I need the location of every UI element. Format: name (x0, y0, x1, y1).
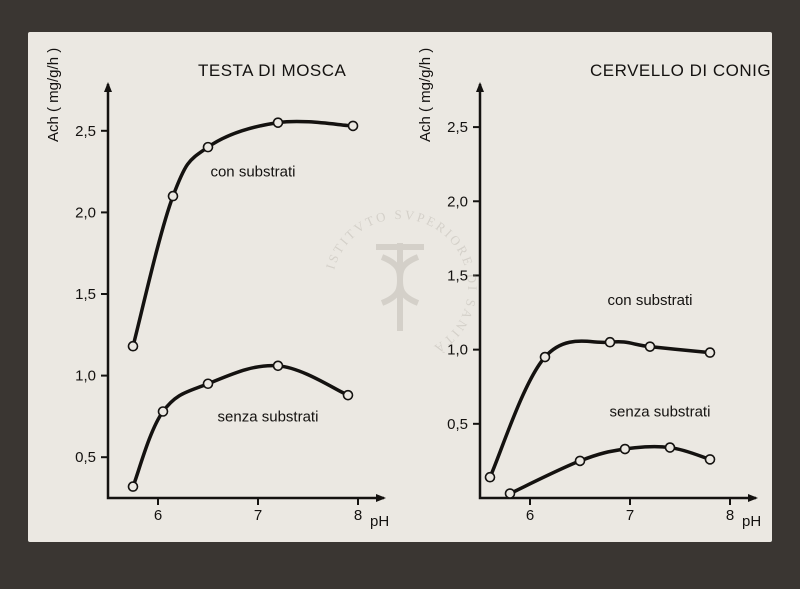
series-curve (133, 121, 353, 346)
data-marker (506, 489, 515, 498)
chart-title: TESTA DI MOSCA (198, 61, 347, 80)
chart-mosca: 6 7 8 0,5 1,0 1,5 2,0 2,5 TESTA DI MOSCA Ach ( mg… (28, 32, 400, 542)
chart-coniglio: 6 7 8 0,5 1,0 1,5 2,0 2,5 CERVELLO DI CONIGLIO Ac… (400, 32, 772, 542)
chart-panel-coniglio: 6 7 8 0,5 1,0 1,5 2,0 2,5 CERVELLO DI CONIGLIO Ac… (400, 32, 772, 542)
x-axis-label: pH (370, 513, 389, 530)
ytick-label: 1,5 (75, 286, 96, 303)
data-marker (666, 443, 675, 452)
data-marker (349, 121, 358, 130)
data-marker (274, 361, 283, 370)
xtick-label: 6 (154, 507, 162, 524)
xtick-label: 7 (626, 507, 634, 524)
paper-background: 6 7 8 0,5 1,0 1,5 2,0 2,5 TESTA DI MOSCA Ach ( mg… (28, 32, 772, 542)
data-marker (204, 143, 213, 152)
chart-title: CERVELLO DI CONIGLIO (590, 61, 772, 80)
ytick-label: 2,0 (75, 204, 96, 221)
data-marker (129, 482, 138, 491)
y-axis-label: Ach ( mg/g/h ) (45, 48, 62, 142)
data-marker (606, 338, 615, 347)
series-curve (133, 366, 348, 487)
data-marker (706, 348, 715, 357)
data-marker (204, 379, 213, 388)
data-marker (541, 353, 550, 362)
ytick-label: 0,5 (447, 416, 468, 433)
data-marker (274, 118, 283, 127)
series-label: con substrati (607, 292, 692, 309)
data-marker (646, 342, 655, 351)
data-marker (706, 455, 715, 464)
data-marker (344, 391, 353, 400)
data-marker (576, 456, 585, 465)
data-marker (169, 192, 178, 201)
ytick-label: 1,0 (447, 342, 468, 359)
data-marker (129, 342, 138, 351)
ytick-label: 0,5 (75, 449, 96, 466)
chart-panel-mosca: 6 7 8 0,5 1,0 1,5 2,0 2,5 TESTA DI MOSCA Ach ( mg… (28, 32, 400, 542)
series-label: con substrati (210, 163, 295, 180)
data-marker (486, 473, 495, 482)
xtick-label: 8 (354, 507, 362, 524)
xtick-label: 6 (526, 507, 534, 524)
ytick-label: 1,5 (447, 267, 468, 284)
ytick-label: 2,0 (447, 193, 468, 210)
xtick-label: 7 (254, 507, 262, 524)
series-label: senza substrati (218, 408, 319, 425)
series-curve (510, 447, 710, 494)
x-axis-label: pH (742, 513, 761, 530)
ytick-label: 1,0 (75, 368, 96, 385)
data-marker (621, 445, 630, 454)
data-marker (159, 407, 168, 416)
series-label: senza substrati (610, 403, 711, 420)
ytick-label: 2,5 (75, 123, 96, 140)
ytick-label: 2,5 (447, 119, 468, 136)
y-axis-label: Ach ( mg/g/h ) (417, 48, 434, 142)
axes (480, 84, 756, 498)
xtick-label: 8 (726, 507, 734, 524)
